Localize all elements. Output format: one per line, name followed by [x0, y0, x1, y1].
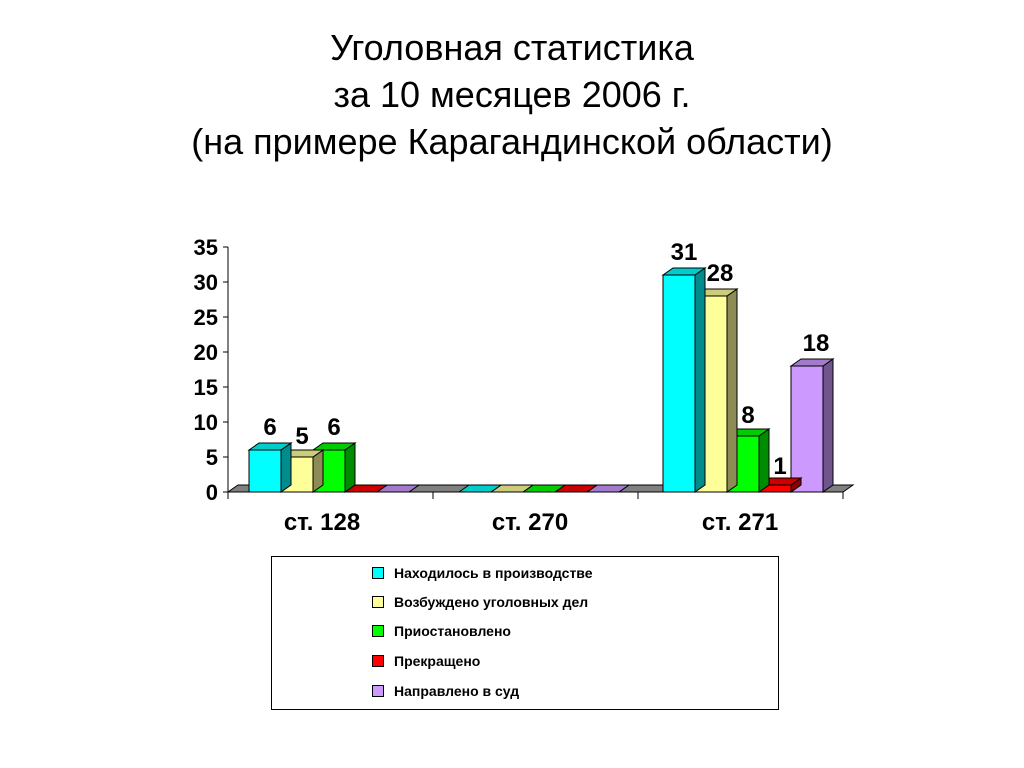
bar: [375, 484, 421, 493]
legend-swatch: [372, 567, 384, 579]
bar-side: [758, 428, 770, 493]
y-tick-label: 0: [206, 480, 218, 505]
data-label: 6: [327, 414, 340, 441]
legend-item: Возбуждено уголовных дел: [372, 592, 588, 612]
bar-front: [248, 449, 282, 493]
title-line-1: Уголовная статистика: [330, 27, 694, 68]
bar-side: [280, 442, 292, 493]
legend-label: Прекращено: [394, 653, 481, 669]
bar-front: [662, 274, 696, 493]
y-tick-label: 35: [194, 235, 218, 260]
bar: [457, 484, 503, 493]
bar-side: [726, 288, 738, 493]
bar-side: [822, 358, 834, 493]
data-label: 28: [707, 260, 734, 287]
data-label: 18: [803, 330, 830, 357]
chart-title: Уголовная статистика за 10 месяцев 2006 …: [0, 24, 1024, 165]
y-tick-label: 10: [194, 410, 218, 435]
legend-label: Приостановлено: [394, 623, 511, 639]
legend-swatch: [372, 655, 384, 667]
y-tick-label: 25: [194, 305, 218, 330]
legend-swatch: [372, 685, 384, 697]
bar: [521, 484, 567, 493]
title-line-3: (на примере Карагандинской области): [191, 121, 833, 162]
data-label: 5: [295, 423, 308, 450]
legend-swatch: [372, 625, 384, 637]
legend-item: Прекращено: [372, 651, 480, 671]
data-label: 1: [773, 453, 786, 480]
legend-label: Направлено в суд: [394, 683, 520, 699]
bar: [247, 442, 293, 493]
legend-label: Возбуждено уголовных дел: [394, 594, 589, 610]
y-tick-label: 15: [194, 375, 218, 400]
bar-side: [694, 267, 706, 493]
bar-front: [790, 365, 824, 493]
data-label: 8: [741, 402, 754, 429]
data-label: 31: [671, 239, 698, 266]
title-line-2: за 10 месяцев 2006 г.: [333, 74, 691, 115]
y-tick-label: 20: [194, 340, 218, 365]
bar: [661, 267, 707, 493]
legend-item: Приостановлено: [372, 621, 511, 641]
legend-swatch: [372, 596, 384, 608]
y-tick-label: 5: [206, 445, 218, 470]
data-label: 6: [263, 414, 276, 441]
x-category-label: ст. 270: [492, 509, 568, 536]
legend-item: Находилось в производстве: [372, 563, 593, 583]
chart-legend: Находилось в производстве Возбуждено угол…: [271, 556, 779, 710]
legend-item: Направлено в суд: [372, 681, 519, 701]
bar: [789, 358, 835, 493]
x-category-label: ст. 271: [702, 509, 778, 536]
x-category-label: ст. 128: [284, 509, 360, 536]
bar-side: [344, 442, 356, 493]
bar-top: [457, 484, 503, 493]
y-tick-label: 30: [194, 270, 218, 295]
legend-label: Находилось в производстве: [394, 565, 593, 581]
